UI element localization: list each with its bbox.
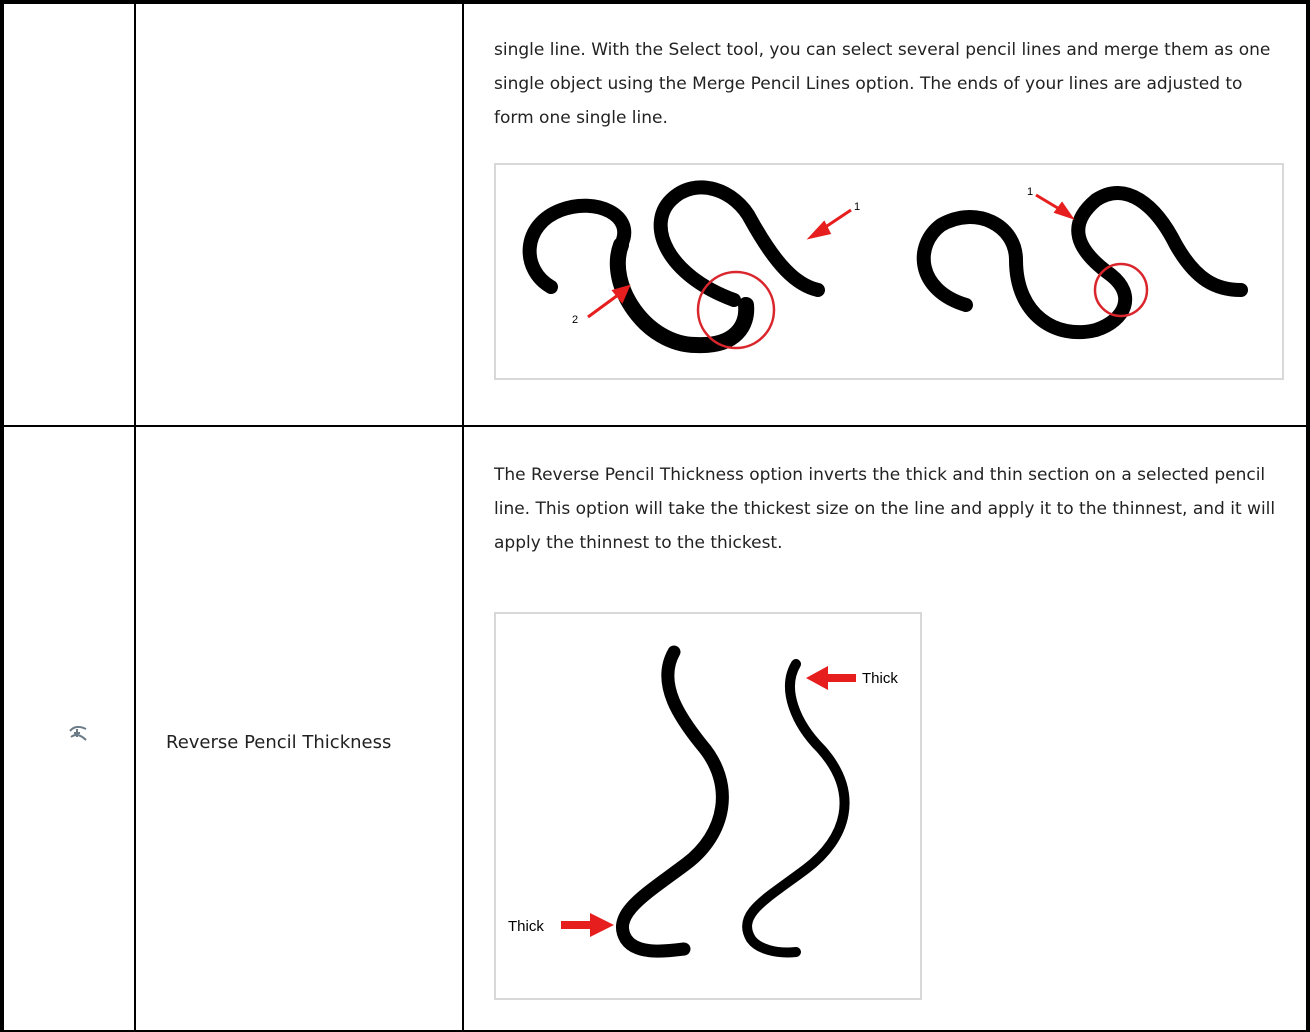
figure: Thick Thick — [494, 612, 922, 1000]
figure-label: Thick — [508, 918, 544, 935]
figure-label: 1 — [854, 201, 860, 213]
option-name: Reverse Pencil Thickness — [166, 732, 392, 753]
figure-label: 2 — [572, 314, 578, 326]
border — [0, 425, 1310, 427]
border — [134, 0, 136, 1032]
border — [0, 1030, 1310, 1032]
illustration: Thick Thick — [508, 645, 898, 958]
illustration: 1 2 1 — [522, 180, 1248, 354]
border — [0, 0, 1310, 4]
figure-label: Thick — [862, 670, 898, 687]
border — [1306, 0, 1310, 1032]
border — [0, 0, 4, 1032]
description: single line. With the Select tool, you c… — [494, 40, 1271, 128]
figure: 1 2 1 — [494, 163, 1284, 380]
description: The Reverse Pencil Thickness option inve… — [494, 465, 1276, 553]
tool-icon — [69, 725, 87, 741]
border — [462, 0, 464, 1032]
figure-label: 1 — [1027, 186, 1033, 198]
